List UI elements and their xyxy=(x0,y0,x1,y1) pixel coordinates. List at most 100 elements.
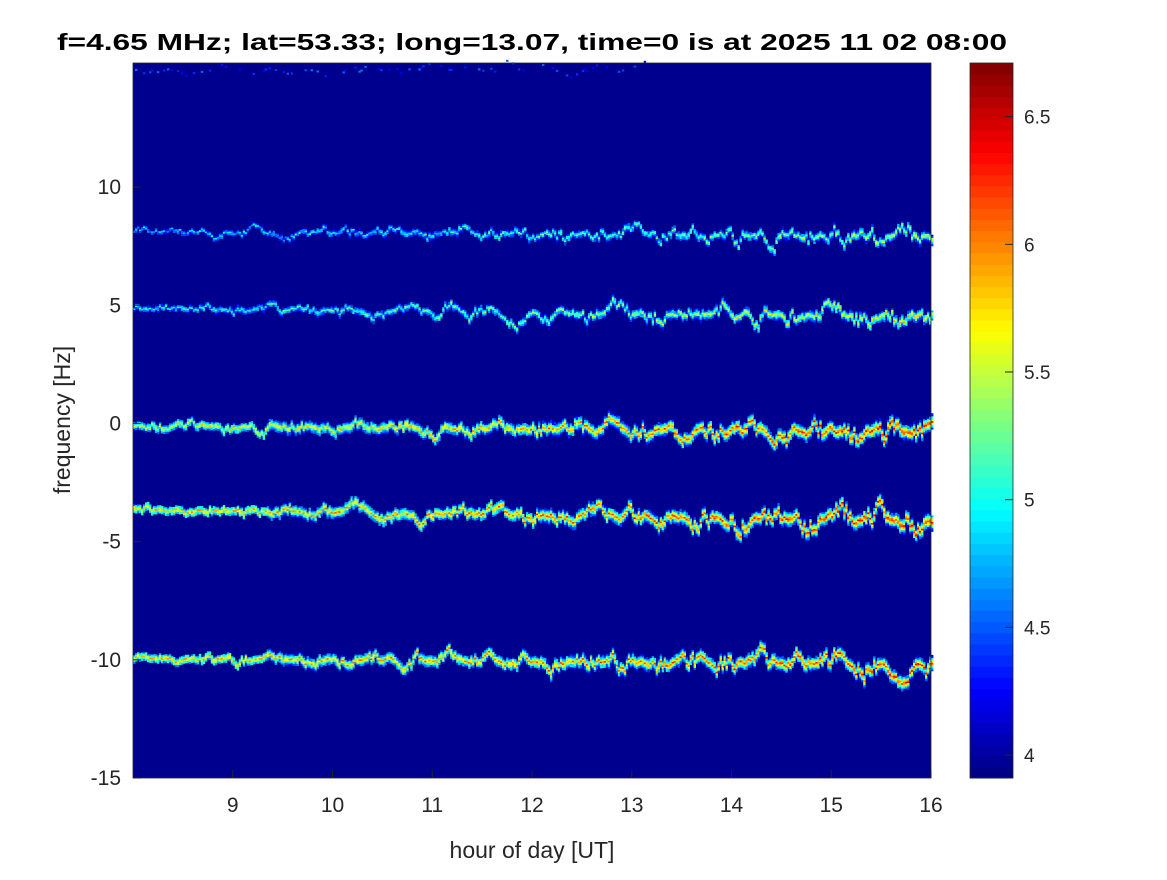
trace-cell xyxy=(725,307,728,309)
trace-cell xyxy=(344,421,347,424)
trace-cell xyxy=(338,313,341,316)
trace-cell xyxy=(290,427,293,430)
trace-cell xyxy=(577,316,581,319)
trace-cell xyxy=(653,315,657,318)
trace-cell xyxy=(456,306,459,309)
trace-cell xyxy=(755,326,758,329)
trace-cell xyxy=(274,426,277,429)
trace-cell xyxy=(813,312,816,315)
trace-cell xyxy=(877,316,880,319)
trace-cell xyxy=(270,420,274,423)
trace-cell xyxy=(773,312,776,315)
trace-cell xyxy=(316,315,319,318)
trace-cell xyxy=(474,308,477,311)
trace-cell xyxy=(719,303,722,306)
trace-cell xyxy=(256,307,260,310)
trace-cell xyxy=(464,223,467,226)
trace-cell xyxy=(815,310,818,313)
trace-cell xyxy=(408,425,411,428)
trace-cell xyxy=(380,427,383,430)
trace-cell xyxy=(282,420,285,423)
trace-cell xyxy=(921,236,924,239)
trace-cell xyxy=(869,236,872,239)
trace-cell xyxy=(388,227,391,230)
trace-cell xyxy=(903,226,906,229)
trace-cell xyxy=(322,429,325,432)
trace-cell xyxy=(565,237,569,240)
trace-cell xyxy=(655,237,659,240)
trace-cell xyxy=(859,316,862,319)
trace-cell xyxy=(488,232,491,235)
trace-cell xyxy=(462,311,465,314)
trace-cell xyxy=(743,231,746,234)
trace-cell xyxy=(428,430,431,433)
trace-cell xyxy=(763,236,766,239)
trace-cell xyxy=(340,429,343,432)
trace-cell xyxy=(530,433,533,436)
trace-cell xyxy=(843,244,846,246)
trace-cell xyxy=(735,245,738,248)
trace-cell xyxy=(538,234,541,237)
trace-cell xyxy=(895,232,898,235)
trace-cell xyxy=(899,225,902,228)
trace-cell xyxy=(350,427,353,429)
trace-cell xyxy=(667,232,671,235)
trace-cell xyxy=(388,423,391,426)
trace-cell xyxy=(278,313,281,316)
trace-cell xyxy=(242,306,246,309)
trace-cell xyxy=(518,423,521,426)
trace-cell xyxy=(520,231,523,234)
trace-cell xyxy=(516,431,519,434)
trace-cell xyxy=(538,422,541,425)
trace-cell xyxy=(310,312,313,315)
trace-cell xyxy=(581,315,585,318)
trace-cell xyxy=(647,232,651,235)
trace-cell xyxy=(240,311,244,314)
trace-cell xyxy=(508,429,511,432)
trace-cell xyxy=(759,314,762,316)
trace-cell xyxy=(617,300,621,303)
trace-cell xyxy=(456,232,459,235)
trace-cell xyxy=(500,418,503,421)
trace-cell xyxy=(278,309,281,311)
trace-cell xyxy=(250,422,254,425)
trace-cell xyxy=(506,232,509,235)
trace-cell xyxy=(839,305,842,308)
trace-cell xyxy=(675,313,678,316)
trace-cell xyxy=(538,432,541,435)
trace-cell xyxy=(771,252,774,255)
trace-cell xyxy=(228,233,232,236)
trace-cell xyxy=(364,425,367,428)
trace-cell xyxy=(212,422,216,425)
trace-cell xyxy=(338,429,341,432)
trace-cell xyxy=(835,235,838,238)
trace-cell xyxy=(198,230,202,233)
trace-cell xyxy=(380,69,383,72)
trace-cell xyxy=(312,425,315,428)
trace-cell xyxy=(801,317,804,320)
trace-cell xyxy=(520,324,523,327)
trace-cell xyxy=(192,310,196,313)
trace-cell xyxy=(765,307,768,310)
trace-cell xyxy=(436,231,439,234)
trace-cell xyxy=(783,236,786,239)
trace-cell xyxy=(737,319,740,322)
trace-cell xyxy=(426,236,429,239)
trace-cell xyxy=(246,230,250,233)
trace-cell xyxy=(232,429,236,432)
trace-cell xyxy=(621,302,625,305)
trace-cell xyxy=(763,311,766,314)
trace-cell xyxy=(797,236,800,239)
trace-cell xyxy=(757,232,760,235)
trace-cell xyxy=(715,233,718,236)
trace-cell xyxy=(446,423,449,426)
trace-cell xyxy=(569,316,573,319)
trace-cell xyxy=(723,304,726,307)
trace-cell xyxy=(388,225,391,228)
trace-cell xyxy=(585,320,589,323)
trace-cell xyxy=(530,428,533,431)
trace-cell xyxy=(348,235,351,238)
trace-cell xyxy=(901,317,904,320)
trace-cell xyxy=(294,424,297,427)
trace-cell xyxy=(482,237,485,240)
